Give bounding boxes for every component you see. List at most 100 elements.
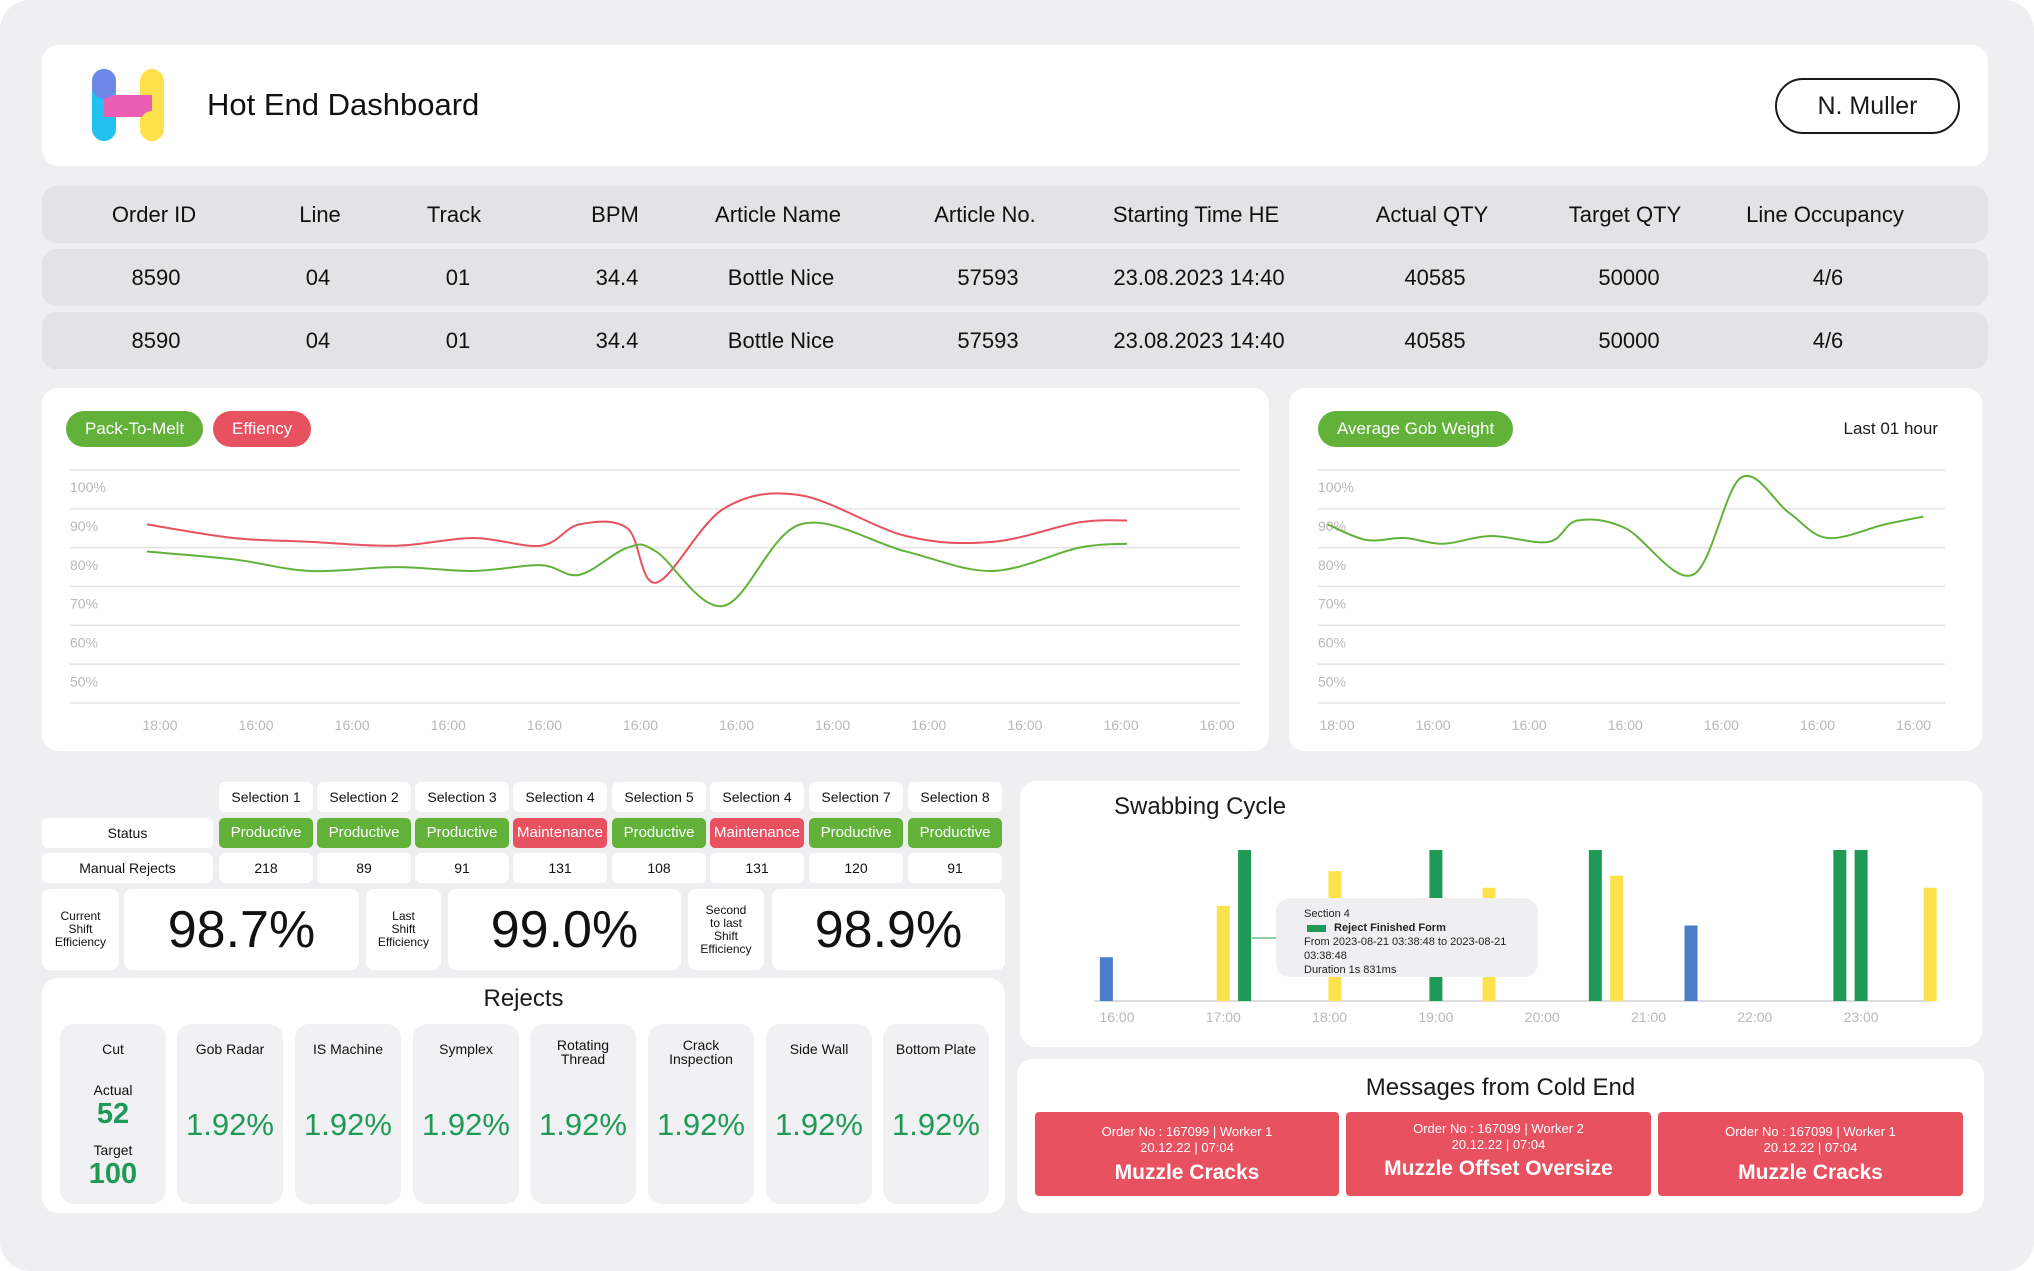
column-header: Line Occupancy bbox=[1746, 202, 1904, 227]
series-line-effiency[interactable] bbox=[146, 492, 1128, 584]
rejects-title: Rejects bbox=[483, 985, 564, 1012]
x-tick-label: 16:00 bbox=[719, 717, 754, 733]
legend-efficiency-toggle[interactable]: Effiency bbox=[213, 411, 312, 447]
cut-target-value: 100 bbox=[88, 1158, 138, 1190]
reject-name: Crack Inspection bbox=[648, 1038, 754, 1066]
x-tick-label: 19:00 bbox=[1418, 1009, 1453, 1025]
x-tick-label: 16:00 bbox=[1099, 1009, 1134, 1025]
current-shift-efficiency-value: 98.7% bbox=[124, 889, 359, 970]
x-tick-label: 16:00 bbox=[1416, 717, 1451, 733]
legend-pack-to-melt-toggle[interactable]: Pack-To-Melt bbox=[66, 411, 204, 447]
reject-tile-is-machine[interactable]: IS Machine 1.92% bbox=[295, 1024, 401, 1204]
selection-status-badge[interactable]: Productive bbox=[415, 818, 509, 848]
swab-bar[interactable] bbox=[1238, 850, 1252, 1001]
header-bar: Hot End Dashboard N. Muller bbox=[42, 45, 1988, 166]
message-card[interactable]: Order No : 167099 | Worker 2 20.12.22 | 0… bbox=[1346, 1112, 1651, 1196]
time-range-selector[interactable]: Last 01 hour bbox=[1843, 419, 1938, 438]
column-header: BPM bbox=[591, 202, 639, 227]
reject-tile-side-wall[interactable]: Side Wall 1.92% bbox=[766, 1024, 872, 1204]
cell-target-qty: 50000 bbox=[1598, 265, 1660, 290]
cut-target-label: Target bbox=[93, 1142, 133, 1158]
x-tick-label: 16:00 bbox=[815, 717, 850, 733]
selection-status-badge[interactable]: Maintenance bbox=[513, 818, 607, 848]
y-tick-label: 50% bbox=[1318, 673, 1346, 689]
cell-track: 01 bbox=[445, 328, 471, 353]
second-last-shift-efficiency-value: 98.9% bbox=[772, 889, 1005, 970]
x-tick-label: 16:00 bbox=[911, 717, 946, 733]
selection-header: Selection 4 bbox=[513, 782, 607, 812]
manual-rejects-value: 131 bbox=[710, 853, 804, 883]
selection-status-badge[interactable]: Maintenance bbox=[710, 818, 804, 848]
cell-target-qty: 50000 bbox=[1598, 328, 1660, 353]
message-meta: Order No : 167099 | Worker 2 20.12.22 | 0… bbox=[1346, 1121, 1651, 1153]
current-shift-efficiency-label: Current Shift Efficiency bbox=[42, 889, 119, 970]
message-card[interactable]: Order No : 167099 | Worker 1 20.12.22 | 0… bbox=[1035, 1112, 1339, 1196]
selection-status-badge[interactable]: Productive bbox=[219, 818, 313, 848]
selection-status-badge[interactable]: Productive bbox=[809, 818, 903, 848]
y-tick-label: 100% bbox=[70, 479, 106, 495]
swab-bar[interactable] bbox=[1610, 875, 1624, 1001]
reject-name: Gob Radar bbox=[195, 1041, 265, 1057]
label-line: Efficiency bbox=[377, 935, 430, 949]
message-order: Order No : 167099 | Worker 1 bbox=[1101, 1124, 1273, 1139]
column-header: Article No. bbox=[934, 202, 1036, 227]
name-line: Rotating bbox=[556, 1037, 610, 1053]
swab-bar[interactable] bbox=[1833, 850, 1847, 1001]
manual-rejects-value: 89 bbox=[317, 853, 411, 883]
x-tick-label: 16:00 bbox=[1608, 717, 1643, 733]
swab-bar[interactable] bbox=[1588, 850, 1602, 1001]
second-last-shift-efficiency: 98.9% bbox=[814, 900, 963, 959]
last-shift-efficiency: 99.0% bbox=[490, 900, 639, 959]
swab-bar[interactable] bbox=[1923, 887, 1937, 1001]
swab-bar[interactable] bbox=[1684, 925, 1698, 1002]
swab-bar[interactable] bbox=[1099, 957, 1113, 1001]
selection-header: Selection 3 bbox=[415, 782, 509, 812]
reject-name: Side Wall bbox=[789, 1041, 849, 1057]
label-line: to last bbox=[709, 915, 742, 930]
gob-weight-chart-card: Average Gob Weight Last 01 hour 100% 90% 8… bbox=[1289, 388, 1982, 751]
label-line: Shift bbox=[68, 922, 93, 936]
reject-tile-gob-radar[interactable]: Gob Radar 1.92% bbox=[177, 1024, 283, 1204]
cell-track: 01 bbox=[445, 265, 471, 290]
cell-actual-qty: 40585 bbox=[1404, 328, 1466, 353]
message-card[interactable]: Order No : 167099 | Worker 1 20.12.22 | 0… bbox=[1658, 1112, 1963, 1196]
swab-bar[interactable] bbox=[1216, 905, 1230, 1001]
message-order: Order No : 167099 | Worker 2 bbox=[1413, 1121, 1584, 1136]
selection-status-badge[interactable]: Productive bbox=[612, 818, 706, 848]
reject-name: Rotating Thread bbox=[530, 1038, 636, 1066]
legend-average-gob-weight-toggle[interactable]: Average Gob Weight bbox=[1318, 411, 1514, 447]
messages-panel: Messages from Cold End Order No : 167099… bbox=[1017, 1059, 1984, 1213]
series-line-average-gob-weight[interactable] bbox=[1327, 474, 1924, 577]
reject-tile-bottom-plate[interactable]: Bottom Plate 1.92% bbox=[883, 1024, 989, 1204]
cell-line-occupancy: 4/6 bbox=[1812, 328, 1844, 353]
swab-bar[interactable] bbox=[1854, 850, 1868, 1001]
reject-tile-symplex[interactable]: Symplex 1.92% bbox=[413, 1024, 519, 1204]
label-line: Shift bbox=[391, 922, 416, 936]
message-meta: Order No : 167099 | Worker 1 20.12.22 | 0… bbox=[1035, 1124, 1339, 1156]
reject-tile-cut[interactable]: Cut Actual 52 Target 100 bbox=[60, 1024, 166, 1204]
reject-tile-crack-inspection[interactable]: Crack Inspection 1.92% bbox=[648, 1024, 754, 1204]
reject-tile-rotating-thread[interactable]: Rotating Thread 1.92% bbox=[530, 1024, 636, 1204]
table-row[interactable]: 8590 04 01 34.4 Bottle Nice 57593 23.08.… bbox=[42, 249, 1988, 306]
x-tick-label: 22:00 bbox=[1737, 1009, 1772, 1025]
last-shift-efficiency-value: 99.0% bbox=[448, 889, 681, 970]
y-tick-label: 80% bbox=[1318, 557, 1346, 573]
selection-status-badge[interactable]: Productive bbox=[908, 818, 1002, 848]
message-order: Order No : 167099 | Worker 1 bbox=[1725, 1124, 1896, 1139]
table-row[interactable]: 8590 04 01 34.4 Bottle Nice 57593 23.08.… bbox=[42, 312, 1988, 369]
column-header: Actual QTY bbox=[1375, 202, 1489, 227]
x-tick-label: 16:00 bbox=[1512, 717, 1547, 733]
page-title: Hot End Dashboard bbox=[207, 87, 480, 122]
second-last-shift-efficiency-label: Second to last Shift Efficiency bbox=[688, 889, 764, 970]
series-line-pack-to-melt[interactable] bbox=[146, 521, 1128, 607]
cell-article-no: 57593 bbox=[957, 265, 1019, 290]
user-account-button[interactable]: N. Muller bbox=[1775, 78, 1960, 134]
label-line: Shift bbox=[713, 928, 738, 943]
selection-status-badge[interactable]: Productive bbox=[317, 818, 411, 848]
y-tick-label: 70% bbox=[70, 596, 98, 612]
reject-name: Symplex bbox=[439, 1041, 493, 1057]
column-header: Line bbox=[299, 202, 341, 227]
tooltip-label: Reject Finished Form bbox=[1334, 922, 1446, 934]
name-line: Inspection bbox=[669, 1051, 733, 1067]
